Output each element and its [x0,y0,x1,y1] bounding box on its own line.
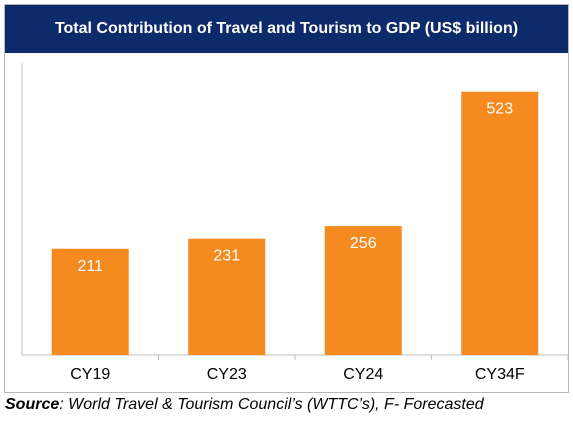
chart-title: Total Contribution of Travel and Tourism… [54,20,519,37]
chart-frame: Total Contribution of Travel and Tourism… [4,4,569,393]
x-tick-label-cy34f: CY34F [475,366,525,383]
bar-cy23 [188,238,266,355]
data-label-cy34f: 523 [486,101,513,118]
bar-cy19 [51,248,129,355]
data-label-cy19: 211 [77,258,103,275]
source-text: : World Travel & Tourism Council’s (WTTC… [59,396,484,413]
source-label: Source [5,396,60,413]
bar-cy34f [461,91,539,356]
source-note: Source: World Travel & Tourism Council’s… [5,396,484,414]
x-tick-label-cy24: CY24 [343,366,383,383]
data-label-cy24: 256 [350,235,377,252]
x-tick-label-cy19: CY19 [70,366,110,383]
bar-chart: 211 CY19 231 CY23 256 CY24 523 CY34F [21,63,568,383]
data-label-cy23: 231 [213,248,240,265]
chart-title-bar: Total Contribution of Travel and Tourism… [5,5,568,53]
bar-cy24 [324,226,402,355]
x-tick-label-cy23: CY23 [207,366,247,383]
